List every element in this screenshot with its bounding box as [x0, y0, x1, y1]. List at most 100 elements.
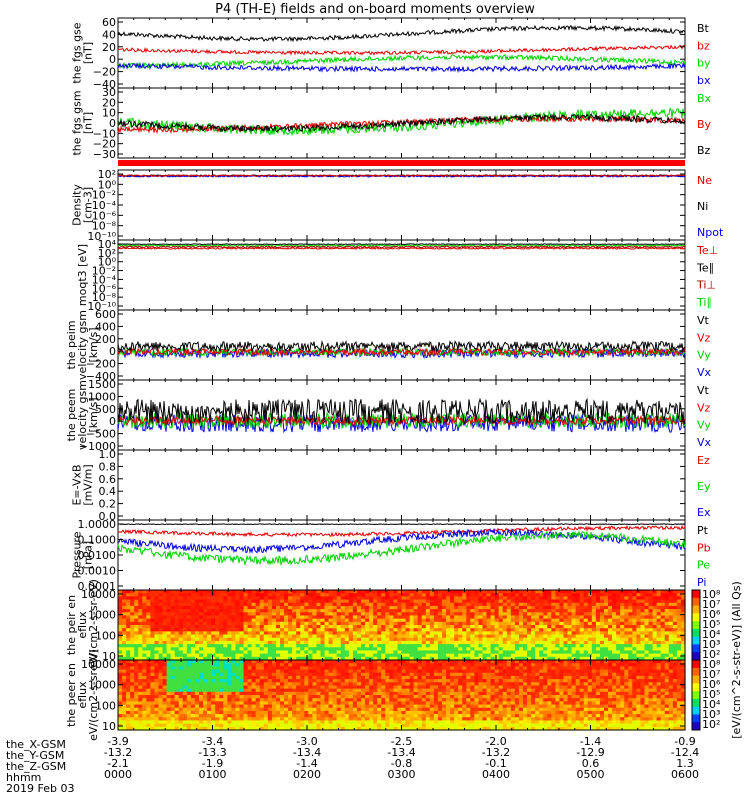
heatmap-cell [194, 615, 200, 620]
heatmap-cell [450, 602, 455, 607]
heatmap-cell [150, 660, 156, 664]
heatmap-cell [648, 640, 654, 645]
heatmap-cell [652, 599, 658, 604]
heatmap-cell [194, 679, 200, 683]
y-tick-label: −400 [86, 370, 116, 383]
heatmap-cell [296, 628, 301, 632]
heatmap-cell [215, 637, 220, 642]
heatmap-cell [122, 663, 127, 667]
heatmap-cell [470, 634, 475, 639]
heatmap-cell [369, 634, 374, 639]
heatmap-cell [118, 720, 123, 725]
heatmap-cell [154, 593, 160, 597]
heatmap-cell [680, 650, 686, 655]
heatmap-cell [251, 682, 257, 687]
heatmap-cell [523, 615, 528, 620]
heatmap-cell [174, 660, 180, 664]
heatmap-cell [194, 685, 200, 690]
heatmap-cell [255, 618, 261, 623]
heatmap-cell [462, 644, 467, 648]
heatmap-cell [182, 685, 188, 690]
heatmap-cell [531, 631, 536, 636]
heatmap-cell [656, 605, 662, 610]
y-axis-label-group: the peemvelocity gsm[km/s] [65, 380, 100, 450]
heatmap-cell [385, 621, 390, 626]
heatmap-cell [166, 660, 172, 664]
heatmap-cell [668, 599, 674, 604]
heatmap-cell [446, 605, 451, 610]
heatmap-cell [555, 640, 561, 645]
heatmap-cell [211, 640, 216, 645]
heatmap-cell [454, 634, 459, 639]
heatmap-cell [636, 653, 642, 658]
heatmap-cell [498, 653, 504, 658]
heatmap-cell [170, 596, 176, 601]
heatmap-cell [231, 605, 237, 610]
heatmap-cell [251, 685, 257, 690]
heatmap-cell [454, 609, 459, 613]
heatmap-cell [239, 726, 245, 731]
heatmap-cell [280, 631, 285, 636]
heatmap-cell [401, 621, 407, 626]
heatmap-cell [575, 637, 581, 642]
heatmap-cell [470, 656, 475, 661]
heatmap-cell [620, 605, 625, 610]
heatmap-cell [243, 669, 249, 674]
heatmap-cell [523, 593, 528, 597]
heatmap-cell [462, 605, 467, 610]
heatmap-cell [231, 625, 237, 629]
heatmap-cell [332, 634, 338, 639]
heatmap-cell [450, 634, 455, 639]
heatmap-cell [271, 720, 277, 725]
heatmap-cell [389, 590, 394, 594]
heatmap-cell [482, 634, 488, 639]
heatmap-cell [352, 647, 358, 652]
heatmap-cell [587, 609, 593, 613]
heatmap-cell [182, 590, 188, 594]
heatmap-cell [616, 653, 621, 658]
heatmap-cell [227, 653, 232, 658]
heatmap-cell [130, 695, 135, 699]
heatmap-cell [247, 605, 253, 610]
heatmap-cell [170, 631, 176, 636]
heatmap-cell [130, 698, 135, 702]
heatmap-cell [429, 618, 435, 623]
heatmap-cell [523, 596, 528, 601]
heatmap-cell [470, 637, 475, 642]
heatmap-cell [170, 698, 176, 702]
heatmap-cell [207, 602, 212, 607]
heatmap-cell [352, 615, 358, 620]
heatmap-cell [405, 631, 411, 636]
heatmap-cell [146, 701, 151, 706]
heatmap-cell [199, 720, 204, 725]
heatmap-cell [150, 710, 156, 715]
heatmap-cell [275, 602, 281, 607]
heatmap-cell [361, 625, 366, 629]
series-ti-par [117, 244, 686, 248]
heatmap-cell [182, 710, 188, 715]
heatmap-cell [138, 637, 143, 642]
heatmap-cell [494, 640, 500, 645]
heatmap-cell [182, 621, 188, 626]
heatmap-cell [620, 596, 625, 601]
heatmap-cell [190, 672, 196, 677]
heatmap-cell [531, 609, 536, 613]
heatmap-cell [231, 640, 237, 645]
heatmap-cell [138, 698, 143, 702]
heatmap-cell [134, 609, 139, 613]
heatmap-cell [243, 688, 249, 693]
heatmap-cell [506, 650, 512, 655]
heatmap-cell [421, 612, 427, 617]
heatmap-cell [170, 621, 176, 626]
heatmap-cell [186, 669, 192, 674]
heatmap-cell [437, 634, 443, 639]
heatmap-cell [660, 596, 666, 601]
heatmap-cell [182, 704, 188, 709]
heatmap-cell [563, 637, 569, 642]
heatmap-cell [413, 628, 419, 632]
heatmap-cell [247, 593, 253, 597]
heatmap-cell [450, 596, 455, 601]
heatmap-cell [146, 615, 151, 620]
heatmap-cell [527, 647, 532, 652]
heatmap-cell [543, 596, 548, 601]
